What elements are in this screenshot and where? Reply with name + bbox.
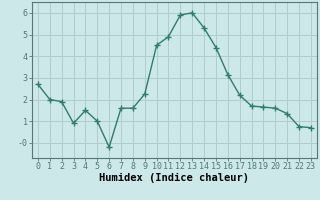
X-axis label: Humidex (Indice chaleur): Humidex (Indice chaleur) bbox=[100, 173, 249, 183]
